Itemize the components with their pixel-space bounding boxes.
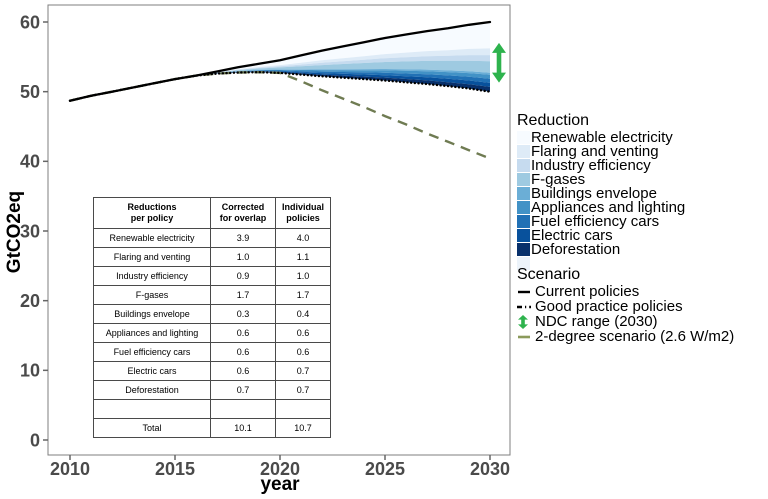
legend-item: Electric cars	[517, 228, 685, 243]
y-tick-label: 40	[20, 152, 40, 172]
legend-item: F-gases	[517, 172, 685, 187]
y-tick-label: 20	[20, 291, 40, 311]
ndc-range-arrow-icon	[492, 42, 506, 83]
table-header-individual: Individual policies	[275, 197, 331, 229]
legend-item: Current policies	[517, 284, 734, 299]
table-empty-row	[93, 399, 331, 419]
double-arrow-icon	[517, 314, 534, 329]
legend-item: Industry efficiency	[517, 158, 685, 173]
scenario-legend: Scenario Current policies Good practice …	[517, 266, 734, 344]
x-tick-label: 2030	[470, 459, 510, 479]
legend-item: NDC range (2030)	[517, 314, 734, 329]
x-tick-label: 2010	[50, 459, 90, 479]
y-tick-label: 0	[30, 430, 40, 450]
table-header-corrected: Corrected for overlap	[210, 197, 276, 229]
legend-item-blank	[517, 256, 685, 270]
dash-dot-line-icon	[517, 304, 534, 310]
table-row: Industry efficiency 0.9 1.0	[93, 266, 331, 286]
legend-item: Fuel efficiency cars	[517, 214, 685, 229]
color-swatch-icon	[517, 172, 530, 186]
band-flaring-and-venting	[70, 48, 490, 101]
line-good-practice-policies	[68, 70, 492, 102]
y-axis-title: GtCO2eq	[4, 190, 25, 274]
color-swatch-icon	[517, 144, 530, 158]
band-industry-efficiency	[70, 55, 490, 101]
table-header-row: Reductions per policy Corrected for over…	[93, 197, 331, 229]
color-swatch-icon	[517, 200, 530, 214]
solid-line-icon	[517, 289, 534, 295]
dashed-line-icon	[517, 334, 534, 340]
line-two-degree-scenario	[69, 70, 491, 160]
reduction-legend: Reduction Renewable electricity Flaring …	[517, 112, 685, 270]
color-swatch-icon	[517, 186, 530, 200]
table-row: Appliances and lighting 0.6 0.6	[93, 323, 331, 343]
legend-item: Renewable electricity	[517, 130, 685, 145]
legend-item: Deforestation	[517, 242, 685, 257]
legend-item: Buildings envelope	[517, 186, 685, 201]
table-row: Buildings envelope 0.3 0.4	[93, 304, 331, 324]
reduction-legend-title: Reduction	[517, 112, 590, 129]
legend-item: Good practice policies	[517, 299, 734, 314]
legend-item: Appliances and lighting	[517, 200, 685, 215]
x-tick-label: 2025	[365, 459, 405, 479]
band-fuel-efficiency-cars	[70, 70, 490, 101]
y-tick-label: 30	[20, 221, 40, 241]
scenario-legend-title: Scenario	[517, 266, 581, 283]
color-swatch-icon	[517, 228, 530, 242]
band-deforestation	[70, 71, 490, 101]
table-row: Fuel efficiency cars 0.6 0.6	[93, 342, 331, 362]
table-row: Electric cars 0.6 0.7	[93, 361, 331, 381]
color-swatch-icon	[517, 256, 530, 270]
color-swatch-icon	[517, 158, 530, 172]
table-total-row: Total 10.1 10.7	[93, 418, 331, 438]
y-tick-label: 50	[20, 82, 40, 102]
legend-item: Flaring and venting	[517, 144, 685, 159]
color-swatch-icon	[517, 242, 530, 256]
table-header-policy: Reductions per policy	[93, 197, 211, 229]
table-row: Renewable electricity 3.9 4.0	[93, 228, 331, 248]
table-row: Deforestation 0.7 0.7	[93, 380, 331, 400]
legend-item: 2-degree scenario (2.6 W/m2)	[517, 329, 734, 344]
x-axis-title: year	[260, 474, 300, 495]
plot-panel-border	[47, 4, 511, 456]
color-swatch-icon	[517, 214, 530, 228]
table-row: F-gases 1.7 1.7	[93, 285, 331, 305]
band-f-gases	[70, 60, 490, 101]
reductions-table: Reductions per policy Corrected for over…	[93, 197, 331, 438]
color-swatch-icon	[517, 130, 530, 144]
table-row: Flaring and venting 1.0 1.1	[93, 247, 331, 267]
y-tick-label: 10	[20, 361, 40, 381]
y-tick-label: 60	[20, 12, 40, 32]
band-appliances-and-lighting	[70, 69, 490, 101]
x-tick-label: 2020	[260, 459, 300, 479]
x-tick-label: 2015	[155, 459, 195, 479]
